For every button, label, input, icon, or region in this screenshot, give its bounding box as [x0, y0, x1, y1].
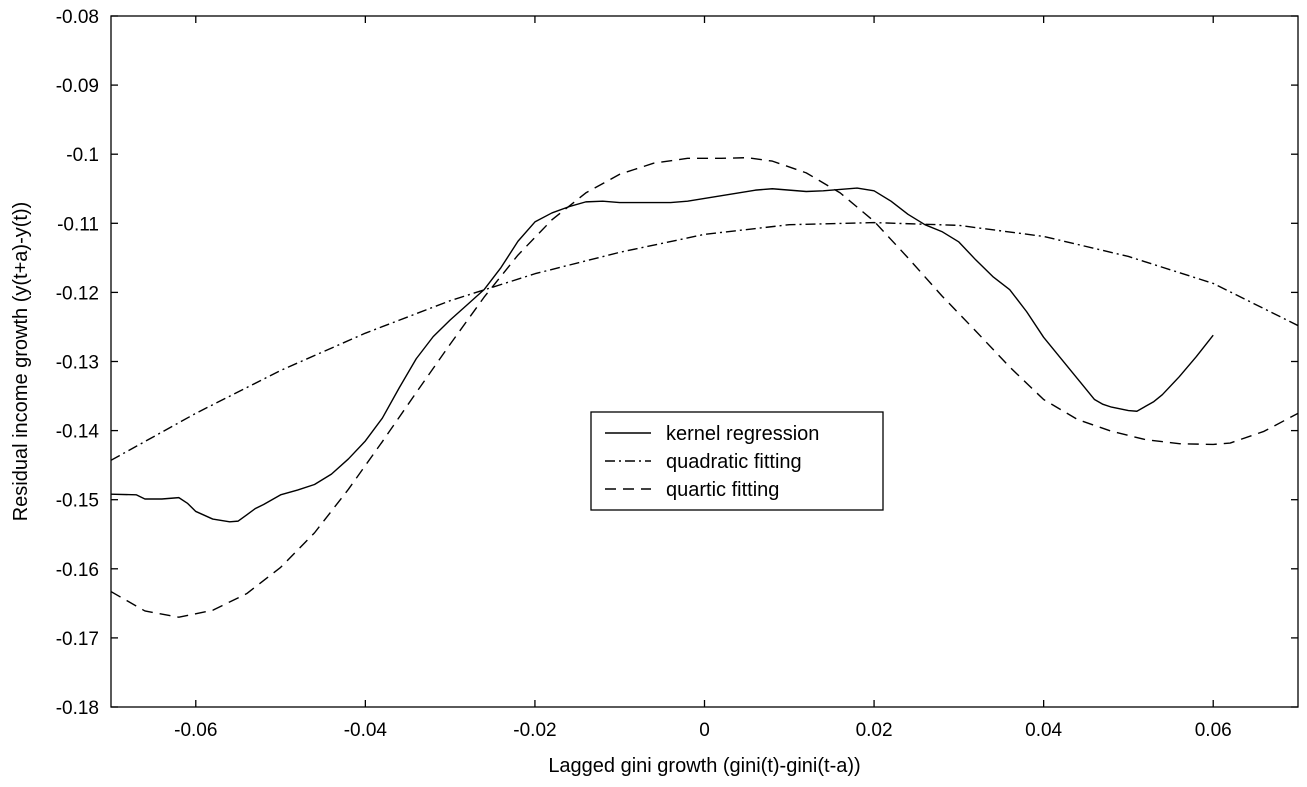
x-tick-label: 0.04: [1025, 720, 1062, 741]
series-line-2: [111, 221, 1298, 461]
legend-label: quadratic fitting: [666, 451, 802, 473]
x-tick-label: 0.02: [856, 720, 893, 741]
y-tick-label: -0.17: [56, 629, 99, 650]
y-tick-label: -0.16: [56, 560, 99, 581]
x-axis-label: Lagged gini growth (gini(t)-gini(t-a)): [548, 755, 860, 777]
y-tick-label: -0.13: [56, 353, 99, 374]
legend-label: quartic fitting: [666, 479, 779, 501]
legend-label: kernel regression: [666, 423, 819, 445]
series-line-3: [111, 156, 1298, 618]
tick-labels: -0.06 -0.04 -0.02 0 0.02 0.04 0.06 -0.18 -0.17 -0…: [56, 7, 1232, 741]
x-tick-label: -0.06: [174, 720, 217, 741]
axis-ticks: [111, 15, 1298, 708]
x-tick-label: -0.04: [344, 720, 388, 741]
x-tick-label: -0.02: [513, 720, 556, 741]
y-tick-label: -0.11: [57, 214, 99, 235]
x-tick-label: 0.06: [1195, 720, 1232, 741]
y-axis-label: Residual income growth (y(t+a)-y(t)): [10, 202, 32, 522]
series-line-1: [111, 187, 1214, 523]
legend: kernel regression quadratic fitting quarti…: [590, 411, 884, 511]
y-tick-label: -0.08: [56, 7, 99, 28]
y-tick-label: -0.1: [66, 145, 99, 166]
y-tick-label: -0.15: [56, 491, 99, 512]
y-tick-label: -0.12: [56, 283, 99, 304]
y-tick-label: -0.18: [56, 698, 99, 719]
legend-items: kernel regression quadratic fitting quarti…: [605, 423, 819, 501]
y-tick-label: -0.14: [56, 422, 100, 443]
series-lines: [111, 156, 1298, 618]
plot-area-frame: [110, 15, 1299, 708]
x-tick-label: 0: [699, 720, 710, 741]
y-tick-label: -0.09: [56, 76, 99, 97]
